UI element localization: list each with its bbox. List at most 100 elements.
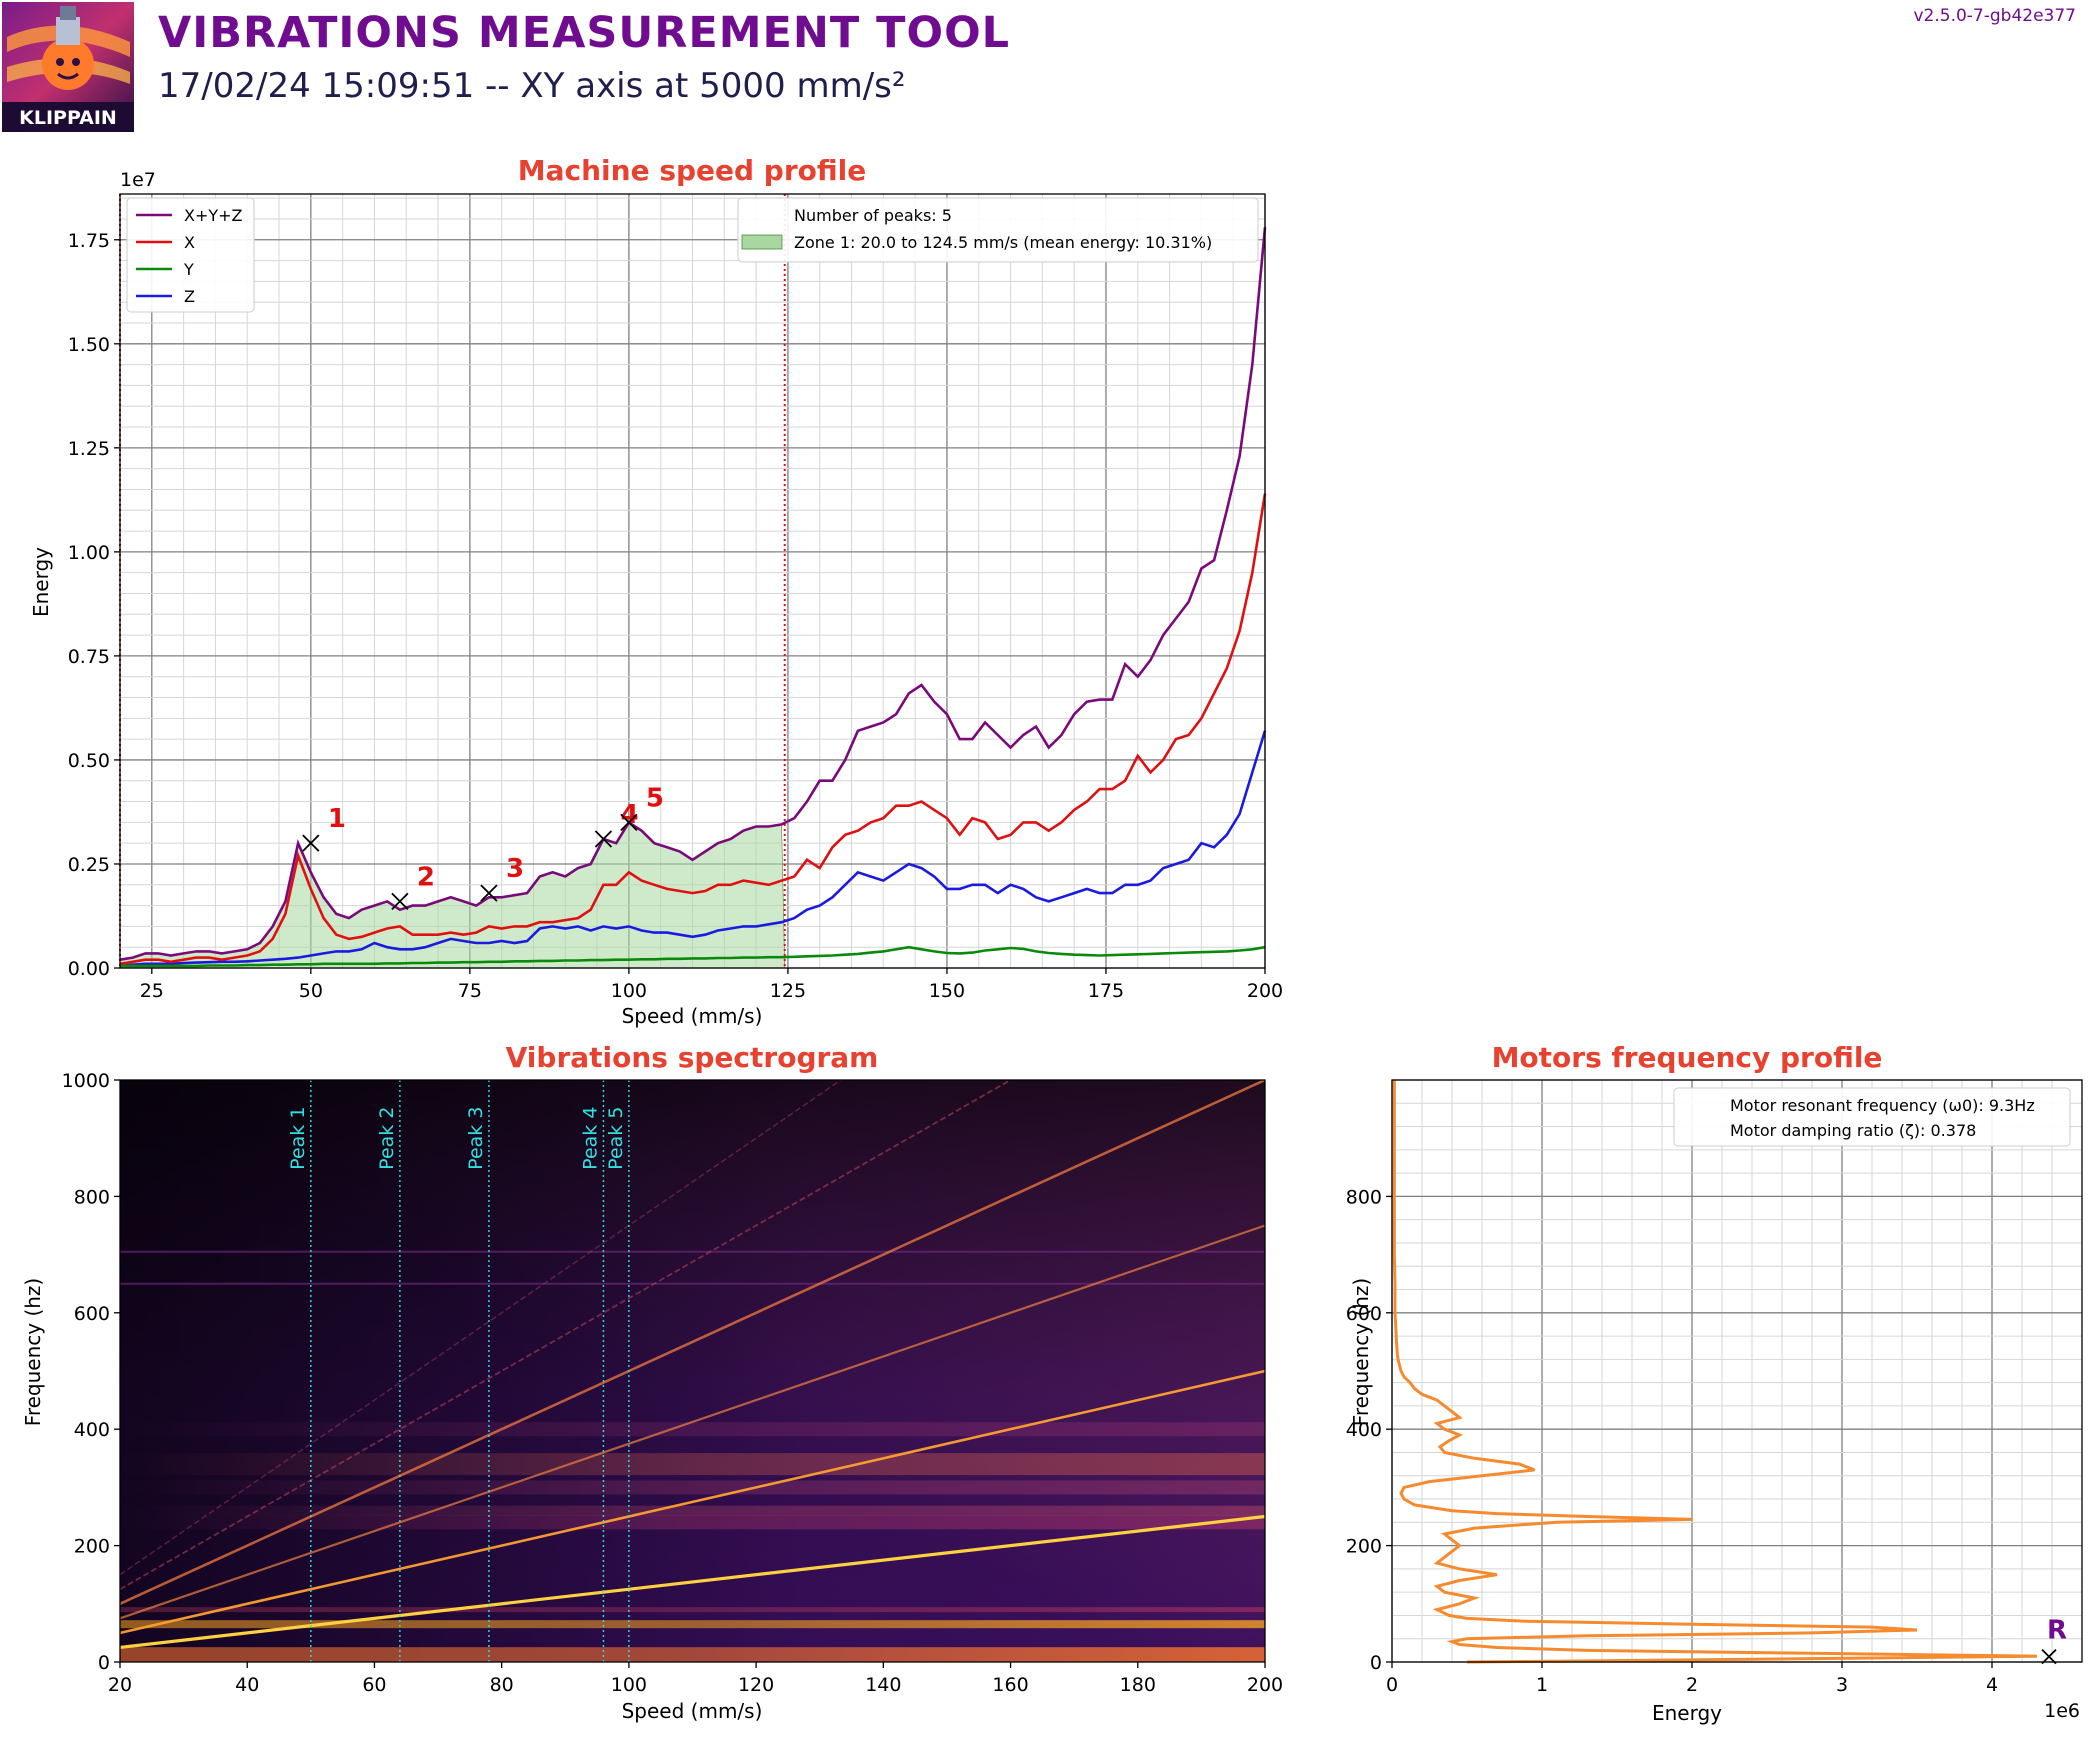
legend-label: Z bbox=[184, 287, 195, 306]
speed-profile-legend: X+Y+Z XYZ bbox=[126, 197, 255, 313]
frequency-band bbox=[120, 1647, 1265, 1662]
x-tick-label: 2 bbox=[1686, 1674, 1698, 1696]
motors-profile-ticks: 0 1 2 3 4 0 200 400 600 800 bbox=[1346, 1186, 1998, 1696]
x-tick-label: 100 bbox=[611, 980, 647, 1002]
motor-resonant-frequency-text: Motor resonant frequency (ω0): 9.3Hz bbox=[1730, 1096, 2035, 1115]
series-line-z bbox=[119, 730, 1267, 968]
y-tick-label: 800 bbox=[74, 1186, 110, 1208]
y-tick-label: 800 bbox=[1346, 1186, 1382, 1208]
peak-line-label: Peak 4 bbox=[579, 1107, 601, 1170]
x-tick-label: 200 bbox=[1247, 1674, 1283, 1696]
version-label: v2.5.0-7-gb42e377 bbox=[1913, 6, 2076, 26]
series-line-x bbox=[119, 493, 1267, 966]
speed-profile-exponent: 1e7 bbox=[120, 169, 156, 191]
x-tick-label: 200 bbox=[1247, 980, 1283, 1002]
x-tick-label: 120 bbox=[738, 1674, 774, 1696]
number-of-peaks-text: Number of peaks: 5 bbox=[794, 206, 952, 225]
spectrogram-ylabel: Frequency (hz) bbox=[21, 1278, 45, 1426]
x-tick-label: 80 bbox=[490, 1674, 514, 1696]
motors-profile-annotations: Motor resonant frequency (ω0): 9.3Hz Mot… bbox=[1673, 1087, 2071, 1147]
vibrations-spectrogram-chart: Vibrations spectrogram Peak 1 Peak 2 Peak … bbox=[21, 1041, 1283, 1723]
machine-speed-profile-chart: Machine speed profile 1e7 1 2 3 45 25 50 75 10… bbox=[29, 154, 1283, 1028]
harmonic-line bbox=[120, 1224, 1265, 1620]
page-title: VIBRATIONS MEASUREMENT TOOL bbox=[158, 8, 1011, 58]
legend-label: X bbox=[184, 233, 195, 252]
zone-legend-swatch bbox=[741, 234, 783, 250]
x-tick-label: 180 bbox=[1120, 1674, 1156, 1696]
logo-text: KLIPPAIN bbox=[19, 107, 117, 129]
x-tick-label: 1 bbox=[1536, 1674, 1548, 1696]
y-tick-label: 0.75 bbox=[68, 646, 110, 668]
x-tick-label: 3 bbox=[1836, 1674, 1848, 1696]
y-tick-label: 1.00 bbox=[68, 542, 110, 564]
x-tick-label: 50 bbox=[299, 980, 323, 1002]
peak-marker bbox=[594, 830, 613, 848]
y-tick-label: 1000 bbox=[62, 1070, 110, 1092]
y-tick-label: 0.25 bbox=[68, 854, 110, 876]
peak-marker bbox=[620, 813, 638, 831]
speed-profile-series bbox=[119, 227, 1267, 968]
zone-1-area bbox=[119, 821, 786, 969]
frequency-band bbox=[120, 1620, 1265, 1629]
harmonic-line bbox=[120, 1369, 1265, 1635]
motors-frequency-profile-chart: Motors frequency profile R 0 1 2 3 4 0 200 400 6… bbox=[1346, 1041, 2083, 1725]
page-subtitle: 17/02/24 15:09:51 -- XY axis at 5000 mm/… bbox=[158, 66, 906, 106]
spectrogram-frame bbox=[119, 1079, 1266, 1663]
motors-profile-exponent: 1e6 bbox=[2044, 1700, 2080, 1722]
spectrogram-bands bbox=[120, 1250, 1265, 1662]
y-tick-label: 200 bbox=[1346, 1536, 1382, 1558]
y-tick-label: 0 bbox=[1370, 1652, 1382, 1674]
legend-label: Y bbox=[183, 260, 194, 279]
speed-profile-ylabel: Energy bbox=[29, 547, 53, 617]
x-tick-label: 150 bbox=[929, 980, 965, 1002]
resonance-cross bbox=[2041, 1648, 2057, 1665]
frequency-band bbox=[120, 1607, 1265, 1613]
x-tick-label: 40 bbox=[235, 1674, 259, 1696]
peak-label: 3 bbox=[506, 854, 524, 884]
peak-line-label: Peak 5 bbox=[605, 1107, 627, 1170]
motors-profile-ylabel: Frequency (hz) bbox=[1349, 1278, 1373, 1426]
x-tick-label: 140 bbox=[865, 1674, 901, 1696]
x-tick-label: 160 bbox=[992, 1674, 1028, 1696]
speed-profile-xlabel: Speed (mm/s) bbox=[622, 1004, 763, 1028]
peak-label: 1 bbox=[328, 804, 346, 834]
y-tick-label: 0.50 bbox=[68, 750, 110, 772]
speed-profile-peaks: 1 2 3 45 bbox=[302, 783, 664, 911]
motors-profile-title: Motors frequency profile bbox=[1492, 1041, 1883, 1074]
y-tick-label: 1.25 bbox=[68, 438, 110, 460]
x-tick-label: 4 bbox=[1986, 1674, 1998, 1696]
x-tick-label: 25 bbox=[140, 980, 164, 1002]
motor-energy-line bbox=[1392, 1080, 2038, 1664]
speed-profile-title: Machine speed profile bbox=[518, 154, 866, 187]
peak-marker bbox=[302, 834, 320, 852]
speed-profile-frame bbox=[119, 193, 1266, 969]
zone-1-text: Zone 1: 20.0 to 124.5 mm/s (mean energy:… bbox=[794, 233, 1212, 252]
frequency-band bbox=[120, 1453, 1265, 1476]
y-tick-label: 600 bbox=[1346, 1303, 1382, 1325]
y-tick-label: 1.50 bbox=[68, 334, 110, 356]
peak-line-label: Peak 2 bbox=[376, 1107, 398, 1170]
x-tick-label: 175 bbox=[1088, 980, 1124, 1002]
peak-line-label: Peak 3 bbox=[465, 1107, 487, 1170]
peak-label: 2 bbox=[417, 862, 435, 892]
frequency-band bbox=[120, 1480, 1265, 1495]
series-line-xyz bbox=[119, 227, 1267, 961]
peak-label: 5 bbox=[646, 783, 664, 813]
x-tick-label: 75 bbox=[458, 980, 482, 1002]
frequency-band bbox=[120, 1422, 1265, 1437]
spectrogram-xlabel: Speed (mm/s) bbox=[622, 1699, 763, 1723]
motors-profile-frame bbox=[1391, 1079, 2083, 1663]
x-tick-label: 125 bbox=[770, 980, 806, 1002]
spectrogram-title: Vibrations spectrogram bbox=[506, 1041, 879, 1074]
x-tick-label: 0 bbox=[1386, 1674, 1398, 1696]
speed-profile-grid bbox=[119, 194, 1266, 969]
resonance-marker: R bbox=[2041, 1616, 2067, 1665]
peak-label: 4 bbox=[620, 800, 638, 830]
x-tick-label: 20 bbox=[108, 1674, 132, 1696]
x-tick-label: 100 bbox=[611, 1674, 647, 1696]
y-tick-label: 0.00 bbox=[68, 958, 110, 980]
peak-marker bbox=[480, 884, 498, 902]
frequency-band bbox=[120, 1505, 1265, 1516]
harmonic-line bbox=[120, 1080, 842, 1576]
y-tick-label: 1.75 bbox=[68, 230, 110, 252]
